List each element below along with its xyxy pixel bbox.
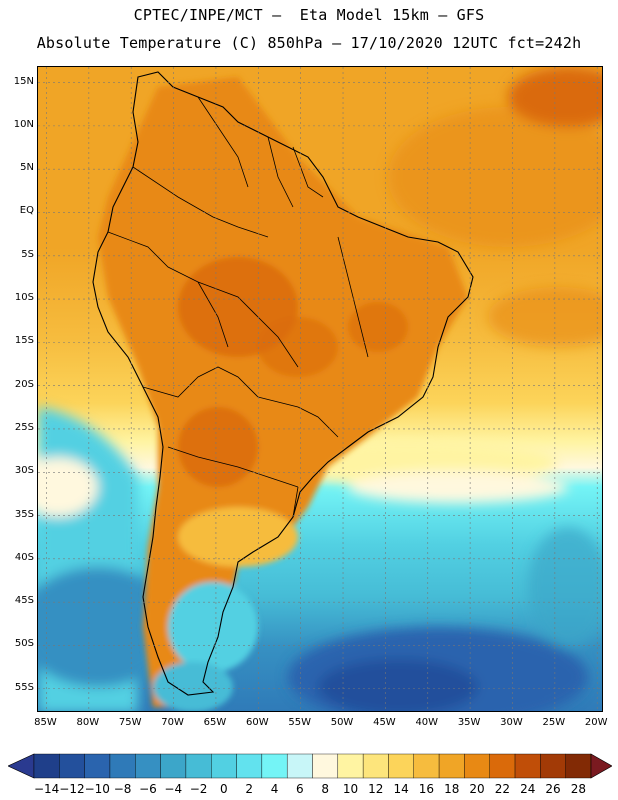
colorbar-tick-label: 28 [570, 782, 586, 796]
lon-label: 75W [118, 717, 142, 728]
map-title-line-2: Absolute Temperature (C) 850hPa – 17/10/… [36, 34, 582, 52]
temperature-map [37, 66, 603, 712]
colorbar-tick-label: −10 [84, 782, 110, 796]
colorbar-segment [540, 753, 566, 779]
colorbar-segment [236, 753, 263, 779]
lat-label: 20S [14, 378, 34, 390]
lat-label: 10S [14, 292, 34, 304]
colorbar-tick-label: 18 [444, 782, 460, 796]
colorbar-tick-label: −12 [59, 782, 85, 796]
map-title-line-1: CPTEC/INPE/MCT – Eta Model 15km – GFS [133, 6, 485, 24]
colorbar-segment [514, 753, 541, 779]
lon-label: 20W [584, 717, 608, 728]
lat-label: 35S [14, 508, 34, 520]
colorbar-segment [489, 753, 516, 779]
colorbar-over-arrow [590, 753, 612, 779]
lon-label: 35W [457, 717, 481, 728]
colorbar-tick-label: 20 [469, 782, 485, 796]
colorbar-tick-label: 12 [368, 782, 384, 796]
lat-label: 55S [14, 681, 34, 693]
lat-label: 5S [21, 248, 34, 260]
colorbar-segment [337, 753, 364, 779]
colorbar-segment [438, 753, 465, 779]
colorbar-under-arrow [8, 753, 35, 779]
colorbar-tick-label: 14 [393, 782, 409, 796]
colorbar-segment [464, 753, 490, 779]
lon-label: 80W [76, 717, 100, 728]
colorbar-segment [109, 753, 136, 779]
colorbar-tick-label: 2 [245, 782, 254, 796]
lat-label: 30S [14, 465, 34, 477]
colorbar-segment [211, 753, 237, 779]
colorbar-segment [261, 753, 288, 779]
colorbar-segment [160, 753, 187, 779]
lon-label: 60W [245, 717, 269, 728]
colorbar-tick-label: 22 [494, 782, 511, 796]
colorbar-tick-label: 26 [545, 782, 561, 796]
colorbar-tick-label: 8 [321, 782, 329, 796]
lon-label: 65W [203, 717, 227, 728]
colorbar-segment [388, 753, 414, 779]
colorbar-segment [59, 753, 85, 779]
colorbar-tick-label: −8 [113, 782, 132, 796]
colorbar [8, 753, 612, 779]
colorbar-tick-label: −4 [164, 782, 183, 796]
colorbar-tick-label: −2 [189, 782, 208, 796]
lon-label: 55W [288, 717, 311, 728]
colorbar-segment [312, 753, 339, 779]
colorbar-tick-label: −6 [139, 782, 157, 796]
colorbar-segment [135, 753, 161, 779]
colorbar-tick-label: 6 [296, 782, 304, 796]
lat-label: 45S [14, 595, 34, 607]
colorbar-tick-label: 4 [270, 782, 279, 796]
lat-label: 15S [14, 335, 34, 347]
lon-label: 45W [373, 717, 396, 728]
colorbar-segment [413, 753, 440, 779]
colorbar-segment [286, 753, 313, 779]
lon-label: 25W [542, 717, 566, 728]
colorbar-tick-label: 10 [342, 782, 359, 796]
colorbar-segment [565, 753, 592, 779]
lat-label: 40S [14, 551, 34, 563]
colorbar-tick-label: 24 [520, 782, 536, 796]
colorbar-segment [185, 753, 212, 779]
lat-label: 25S [14, 421, 34, 433]
lat-label: 50S [14, 638, 34, 650]
country-borders [107, 96, 369, 518]
colorbar-tick-label: −14 [33, 782, 60, 796]
colorbar-segment [362, 753, 389, 779]
graticule [38, 67, 602, 711]
lon-label: 50W [330, 717, 354, 728]
temperature-field [38, 67, 602, 711]
lat-label: 10N [13, 118, 34, 130]
lon-label: 85W [34, 717, 57, 728]
lat-label: 15N [13, 75, 34, 87]
colorbar-tick-label: 0 [220, 782, 228, 796]
colorbar-tick-label: 16 [418, 782, 435, 796]
lon-label: 70W [161, 717, 184, 728]
lon-label: 40W [415, 717, 439, 728]
lat-label: EQ [19, 205, 34, 217]
coastline [92, 71, 474, 696]
lat-label: 5N [20, 162, 34, 174]
colorbar-segment [33, 753, 60, 779]
colorbar-segment [84, 753, 111, 779]
lon-label: 30W [500, 717, 523, 728]
